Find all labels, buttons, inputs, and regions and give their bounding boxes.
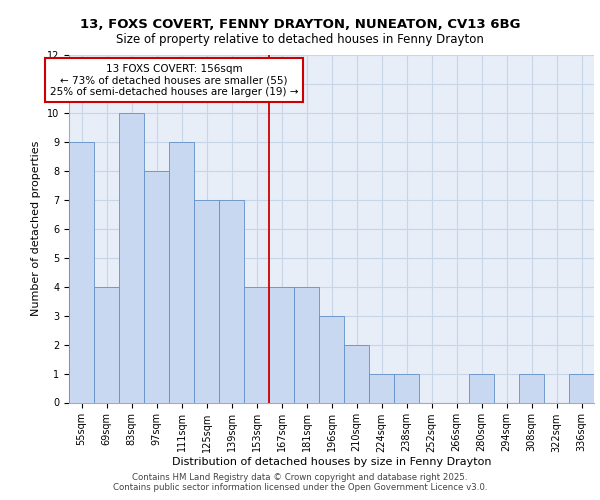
Y-axis label: Number of detached properties: Number of detached properties — [31, 141, 41, 316]
Bar — [119, 113, 144, 403]
X-axis label: Distribution of detached houses by size in Fenny Drayton: Distribution of detached houses by size … — [172, 458, 491, 468]
Bar — [569, 374, 594, 402]
Bar — [369, 374, 394, 402]
Bar — [169, 142, 194, 403]
Bar — [144, 171, 169, 402]
Text: 13, FOXS COVERT, FENNY DRAYTON, NUNEATON, CV13 6BG: 13, FOXS COVERT, FENNY DRAYTON, NUNEATON… — [80, 18, 520, 30]
Bar — [269, 286, 294, 403]
Bar — [94, 286, 119, 403]
Bar — [394, 374, 419, 402]
Bar — [194, 200, 219, 402]
Text: Size of property relative to detached houses in Fenny Drayton: Size of property relative to detached ho… — [116, 32, 484, 46]
Bar — [244, 286, 269, 403]
Bar — [219, 200, 244, 402]
Bar — [294, 286, 319, 403]
Bar — [69, 142, 94, 403]
Bar — [469, 374, 494, 402]
Bar — [519, 374, 544, 402]
Text: 13 FOXS COVERT: 156sqm
← 73% of detached houses are smaller (55)
25% of semi-det: 13 FOXS COVERT: 156sqm ← 73% of detached… — [50, 64, 298, 97]
Bar — [319, 316, 344, 402]
Text: Contains HM Land Registry data © Crown copyright and database right 2025.
Contai: Contains HM Land Registry data © Crown c… — [113, 473, 487, 492]
Bar — [344, 344, 369, 403]
